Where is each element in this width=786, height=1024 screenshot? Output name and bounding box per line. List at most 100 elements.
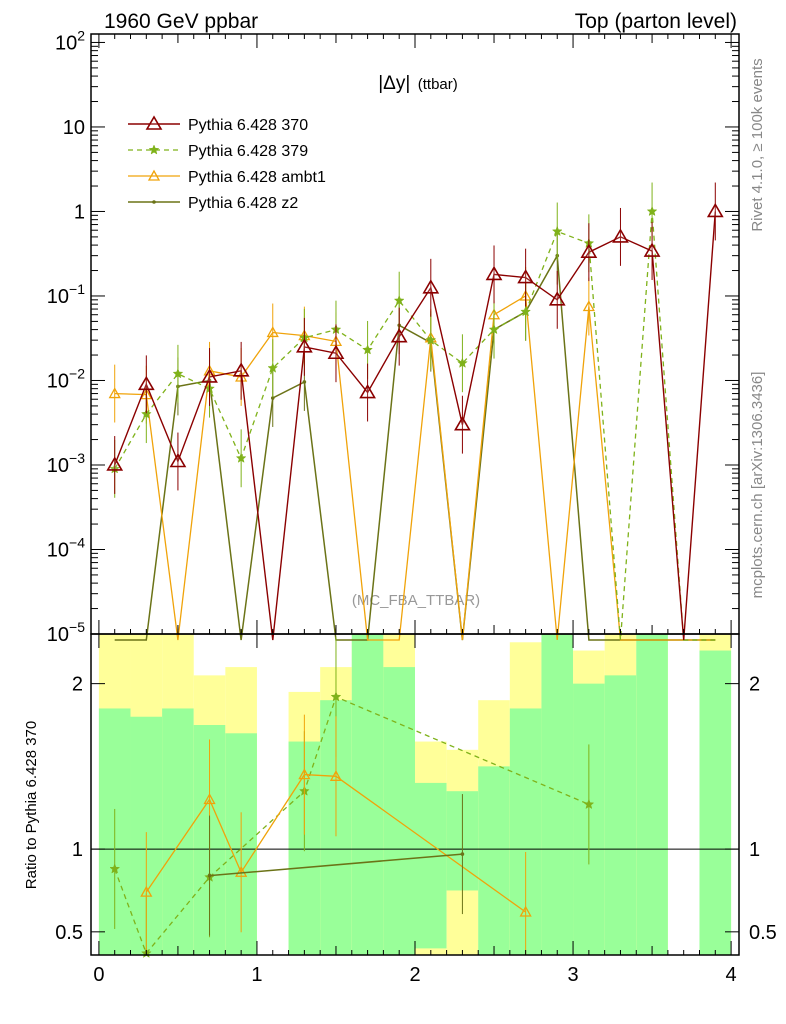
- main-point-p379: [393, 295, 405, 306]
- legend: Pythia 6.428 370 Pythia 6.428 379 Pythia 6…: [128, 115, 326, 212]
- main-point-p379: [267, 362, 279, 373]
- main-y-tick-exponent: 2: [77, 27, 85, 43]
- plot-title-sub: (ttbar): [418, 76, 458, 93]
- legend-marker-p370: [145, 115, 163, 130]
- main-point-p370: [517, 269, 535, 284]
- main-point-p370: [548, 291, 566, 306]
- ratio-point-p379: [109, 863, 121, 874]
- ratio-band-green: [604, 675, 637, 955]
- main-point-ambt1: [108, 387, 121, 399]
- ratio-point-ambt1: [298, 768, 311, 780]
- ratio-band-green: [636, 634, 668, 955]
- x-tick-label: 1: [251, 964, 262, 986]
- main-point-z2: [302, 380, 307, 384]
- main-point-p379: [551, 225, 563, 237]
- main-line-ambt1: [114, 294, 716, 641]
- legend-marker-p379: [148, 144, 160, 155]
- ratio-point-ambt1: [203, 793, 216, 805]
- ratio-band-green: [478, 766, 510, 955]
- main-point-p370: [169, 452, 187, 468]
- ratio-y-axis-label: Ratio to Pythia 6.428 370: [23, 721, 40, 889]
- ratio-y-tick-label-left: 0.5: [55, 922, 83, 944]
- x-tick-label: 4: [726, 964, 737, 986]
- main-point-p370: [106, 456, 124, 471]
- ratio-point-ambt1: [519, 905, 532, 917]
- ratio-y-tick-label-right: 0.5: [749, 922, 777, 944]
- main-point-ambt1: [266, 326, 279, 338]
- ratio-point-ambt1: [235, 865, 248, 877]
- main-point-p370: [422, 279, 440, 294]
- main-point-p370: [201, 368, 218, 383]
- main-y-tick-exponent: −5: [69, 619, 85, 635]
- x-tick-label: 3: [567, 964, 578, 986]
- ratio-band-green: [383, 667, 415, 955]
- main-point-p370: [232, 362, 250, 377]
- main-point-p370: [580, 243, 598, 258]
- main-point-p370: [390, 328, 408, 343]
- main-point-ambt1: [582, 300, 595, 312]
- ratio-line-ambt1: [145, 773, 526, 913]
- main-point-p379: [235, 452, 247, 463]
- header-left: 1960 GeV ppbar: [104, 10, 258, 33]
- main-y-tick-label: 10−1: [47, 281, 85, 308]
- main-point-p379: [457, 357, 468, 368]
- main-y-tick-label: 10−4: [47, 534, 85, 561]
- main-y-tick-label: 1: [74, 201, 85, 223]
- ratio-point-p379: [583, 798, 595, 810]
- main-y-tick-exponent: −1: [69, 281, 85, 297]
- main-line-z2: [114, 253, 716, 641]
- x-tick-label: 0: [93, 964, 104, 986]
- plot-title: |Δy| (ttbar): [378, 73, 458, 94]
- main-point-p379: [362, 344, 373, 355]
- ratio-band-green: [699, 650, 732, 955]
- plot-title-main: |Δy|: [378, 73, 410, 94]
- main-series-group: [106, 182, 724, 641]
- main-y-tick-exponent: −3: [69, 450, 85, 466]
- ratio-point-z2: [207, 873, 212, 878]
- main-y-tick-label: 10−5: [47, 619, 85, 646]
- ratio-y-tick-label-left: 2: [72, 674, 83, 696]
- main-point-p370: [137, 375, 155, 391]
- ratio-uncertainty-bands: [98, 634, 732, 955]
- legend-marker-z2: [152, 200, 156, 204]
- analysis-watermark: (MC_FBA_TTBAR): [352, 592, 480, 609]
- main-y-tick-base: 10: [47, 286, 69, 308]
- ratio-point-ambt1: [140, 885, 153, 897]
- main-y-tick-label: 102: [55, 27, 85, 54]
- ratio-band-green: [162, 708, 194, 955]
- ratio-y-tick-label-left: 1: [72, 839, 83, 861]
- main-point-p379: [646, 205, 658, 217]
- main-point-p379: [520, 306, 532, 317]
- main-line-p370: [114, 211, 716, 641]
- ratio-y-tick-label-right: 1: [749, 839, 760, 861]
- ratio-band-green: [415, 782, 447, 949]
- ratio-line-p379: [114, 696, 590, 955]
- ratio-point-p379: [330, 691, 342, 702]
- main-y-tick-base: 10: [55, 32, 77, 54]
- main-y-tick-exponent: −4: [69, 534, 85, 550]
- main-point-p370: [706, 202, 724, 218]
- main-y-tick-label: 10−2: [47, 365, 85, 392]
- main-point-p370: [454, 416, 471, 431]
- legend-label-ambt1: Pythia 6.428 ambt1: [188, 169, 326, 186]
- main-y-tick-label: 10: [63, 117, 85, 139]
- main-y-tick-base: 10: [47, 370, 69, 392]
- legend-label-z2: Pythia 6.428 z2: [188, 195, 298, 212]
- ratio-band-green: [541, 634, 574, 955]
- main-point-p370: [295, 338, 313, 353]
- ratio-y-tick-label-right: 2: [749, 674, 760, 696]
- ratio-band-green: [351, 634, 384, 955]
- main-point-p379: [140, 408, 152, 419]
- main-point-p379: [172, 368, 184, 379]
- main-point-p379: [488, 323, 500, 335]
- ratio-line-z2: [209, 853, 463, 877]
- main-y-tick-base: 10: [47, 624, 69, 646]
- main-line-p379: [114, 211, 716, 641]
- main-point-p370: [359, 383, 376, 399]
- main-y-tick-label: 10−3: [47, 450, 85, 477]
- side-label-bottom: mcplots.cern.ch [arXiv:1306.3436]: [749, 372, 766, 599]
- main-point-p370: [643, 242, 661, 257]
- ratio-series-group: [109, 636, 595, 958]
- legend-label-p379: Pythia 6.428 379: [188, 143, 308, 160]
